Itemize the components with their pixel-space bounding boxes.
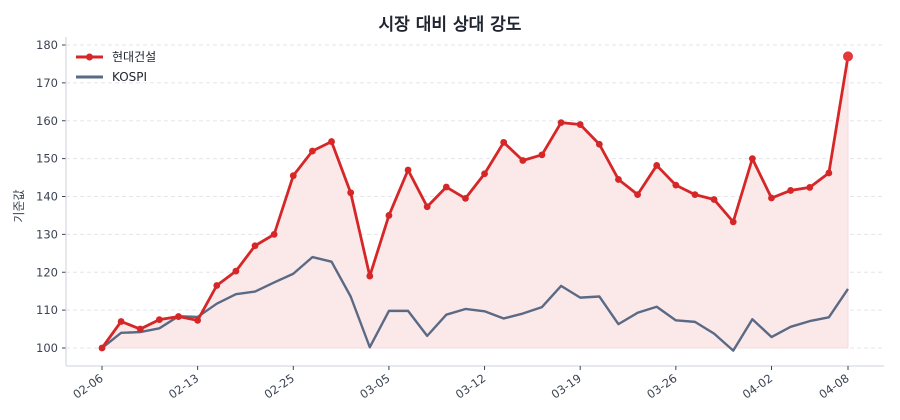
data-point — [481, 170, 488, 178]
data-point — [710, 196, 718, 203]
y-tick-label: 120 — [36, 265, 58, 279]
data-point — [155, 316, 163, 323]
y-tick-label: 160 — [36, 114, 58, 128]
data-point — [462, 194, 469, 202]
data-point — [366, 272, 374, 280]
data-point — [748, 155, 756, 163]
data-point — [175, 313, 182, 320]
x-tick-label: 02-13 — [166, 371, 201, 402]
latest-point-marker — [843, 51, 853, 62]
x-tick-label: 03-05 — [357, 371, 392, 402]
legend-label-hyundai: 현대건설 — [112, 50, 156, 64]
data-point — [136, 325, 144, 333]
data-point — [232, 267, 240, 275]
x-tick-label: 04-02 — [740, 371, 775, 402]
data-point — [442, 183, 450, 191]
legend-label-kospi: KOSPI — [112, 70, 147, 84]
x-tick-label: 03-12 — [453, 371, 488, 402]
data-point — [328, 138, 335, 145]
data-point — [672, 181, 680, 189]
data-point — [787, 187, 795, 194]
x-tick-label: 03-26 — [644, 371, 679, 402]
data-point — [194, 316, 202, 324]
data-point — [615, 176, 622, 183]
data-point — [538, 151, 546, 159]
legend-marker-icon — [86, 53, 93, 61]
data-point — [806, 184, 814, 191]
data-point — [404, 166, 412, 174]
data-point — [213, 282, 221, 289]
data-point — [251, 242, 259, 250]
data-point — [309, 147, 316, 155]
y-tick-label: 130 — [36, 227, 58, 241]
series-line — [101, 255, 849, 352]
series-lines — [98, 51, 853, 352]
data-point — [691, 191, 699, 199]
data-point — [653, 162, 661, 169]
data-point — [825, 169, 833, 177]
y-tick-label: 100 — [36, 341, 58, 355]
data-point — [117, 318, 125, 325]
data-point — [729, 218, 737, 226]
y-tick-label: 180 — [36, 38, 58, 52]
legend: 현대건설 KOSPI — [76, 50, 156, 84]
data-point — [423, 203, 431, 211]
data-point — [634, 191, 641, 199]
data-point — [270, 230, 278, 238]
x-tick-label: 02-25 — [262, 371, 297, 402]
chart-title: 시장 대비 상대 강도 — [378, 15, 522, 35]
x-tick-label: 03-19 — [549, 371, 584, 402]
data-point — [98, 344, 106, 352]
data-point — [385, 212, 393, 219]
series-line — [100, 56, 850, 349]
x-tick-label: 02-06 — [70, 371, 105, 402]
y-tick-label: 150 — [36, 152, 58, 166]
y-tick-label: 170 — [36, 76, 58, 90]
data-point — [576, 121, 584, 128]
data-point — [500, 138, 508, 146]
data-point — [557, 119, 565, 127]
data-point — [347, 189, 355, 197]
y-axis-label: 기준값 — [12, 189, 26, 222]
data-point — [289, 172, 297, 180]
data-point — [519, 157, 527, 164]
data-point — [768, 194, 775, 202]
x-tick-label: 04-08 — [816, 371, 851, 402]
y-tick-label: 140 — [36, 190, 58, 204]
data-point — [595, 140, 603, 148]
y-tick-label: 110 — [36, 303, 58, 317]
